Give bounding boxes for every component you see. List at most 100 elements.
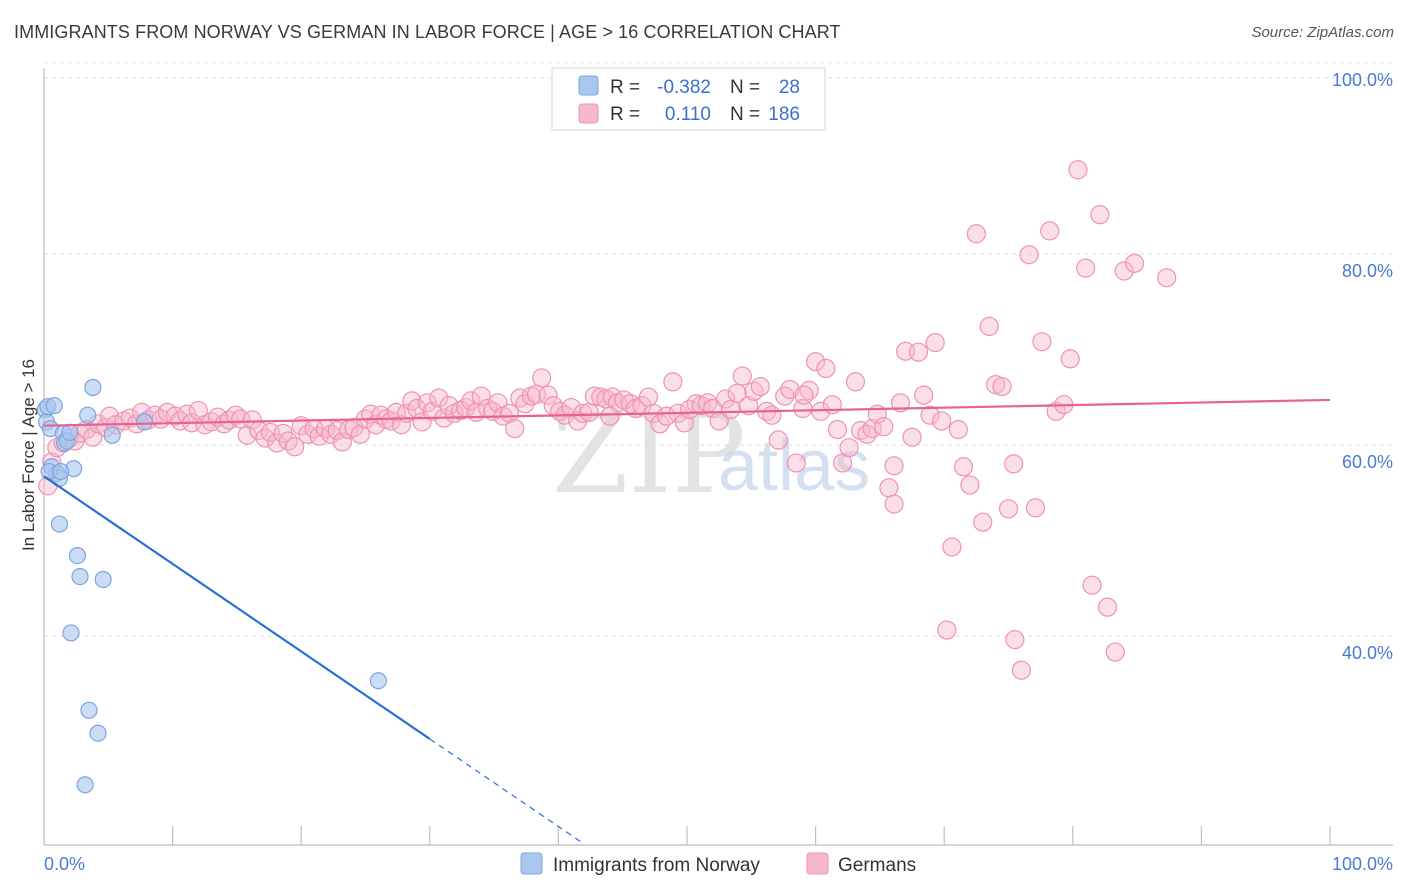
german-point (1060, 349, 1080, 369)
german-point (1040, 221, 1060, 241)
german-point (538, 385, 558, 405)
legend-n-value-norway: 28 (779, 77, 800, 98)
y-axis-label: In Labor Force | Age > 16 (19, 359, 38, 551)
german-point (794, 385, 814, 405)
norway-point (135, 413, 153, 431)
german-point (650, 414, 670, 434)
german-point (1019, 245, 1039, 265)
legend-n-value-german: 186 (768, 104, 800, 125)
y-tick-label-60: 60.0% (1342, 452, 1393, 472)
german-point (925, 333, 945, 353)
norway-point (61, 423, 79, 441)
german-point (768, 430, 788, 450)
german-point (839, 438, 859, 458)
german-point (890, 393, 911, 413)
german-point (966, 224, 986, 244)
norway-point (79, 406, 97, 424)
x-ticks (43, 826, 1331, 845)
german-point (845, 372, 866, 392)
german-point (902, 427, 922, 447)
legend-r-label-norway: R = (610, 77, 640, 98)
german-point (1046, 401, 1066, 421)
german-point (638, 387, 659, 407)
german-point (461, 391, 481, 411)
norway-points (36, 378, 387, 794)
german-point (874, 417, 894, 437)
german-point (386, 402, 406, 422)
bottom-legend-label-german: Germans (838, 855, 916, 876)
german-point (739, 396, 759, 416)
german-point (532, 368, 552, 388)
y-tick-label-100: 100.0% (1332, 70, 1393, 90)
german-point (1105, 642, 1125, 662)
source-label: Source: ZipAtlas.com (1251, 24, 1394, 41)
german-point (732, 366, 752, 386)
grid-lines (44, 62, 1393, 637)
series-legend: Immigrants from Norway Germans (520, 852, 916, 876)
german-point (332, 432, 352, 452)
x-tick-label-min: 0.0% (44, 854, 85, 874)
legend-n-label-norway: N = (730, 77, 760, 98)
german-point (953, 457, 974, 477)
norway-trendline (43, 475, 431, 740)
german-point (762, 405, 782, 425)
german-point (285, 437, 305, 457)
german-point (1124, 253, 1145, 273)
norway-point (71, 567, 89, 586)
norway-point (45, 397, 63, 415)
german-point (1068, 160, 1088, 180)
bottom-legend-swatch-german (806, 852, 829, 875)
norway-point (76, 776, 94, 794)
german-point (242, 410, 262, 430)
german-point (1004, 454, 1024, 474)
german-point (429, 388, 449, 408)
german-point (188, 400, 208, 421)
german-point (884, 456, 904, 476)
correlation-legend: R = -0.382 N = 28 R = 0.110 N = 186 (551, 67, 826, 131)
german-point (573, 403, 593, 423)
german-point (973, 512, 993, 532)
norway-point (50, 515, 69, 533)
german-point (471, 386, 491, 406)
german-point (750, 376, 770, 397)
bottom-legend-label-norway: Immigrants from Norway (553, 855, 760, 876)
legend-r-value-german: 0.110 (665, 104, 711, 125)
german-point (1090, 205, 1110, 225)
legend-r-label-german: R = (610, 104, 640, 125)
german-point (948, 419, 968, 440)
german-point (857, 424, 877, 444)
norway-point (52, 462, 70, 481)
german-point (1025, 498, 1046, 518)
german-point (350, 424, 370, 444)
german-point (721, 399, 741, 420)
legend-swatch-german (578, 103, 599, 124)
german-point (656, 406, 677, 426)
german-point (1114, 261, 1134, 281)
norway-point (68, 546, 87, 565)
x-tick-label-max: 100.0% (1332, 854, 1393, 874)
german-point (1082, 575, 1102, 595)
y-tick-label-80: 80.0% (1342, 261, 1393, 281)
german-point (391, 415, 412, 435)
trendlines (43, 398, 1331, 845)
german-point (255, 428, 275, 448)
legend-r-value-norway: -0.382 (657, 77, 711, 98)
german-trendline (43, 398, 1331, 427)
german-point (579, 402, 599, 422)
german-point (827, 419, 848, 440)
german-point (879, 478, 899, 498)
german-point (663, 372, 683, 392)
german-point (942, 537, 962, 557)
norway-point (369, 672, 387, 690)
german-point (998, 499, 1019, 519)
german-point (932, 411, 952, 431)
german-point (805, 352, 826, 372)
german-point (1005, 630, 1025, 650)
german-point (1011, 660, 1031, 680)
german-point (1032, 332, 1052, 352)
german-point (1157, 268, 1177, 288)
german-point (937, 620, 957, 640)
norway-point (80, 701, 98, 719)
german-point (884, 494, 904, 514)
